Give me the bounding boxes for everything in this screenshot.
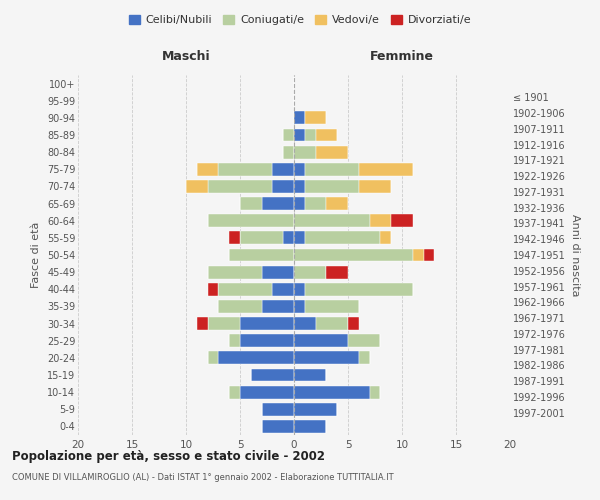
- Bar: [294, 266, 326, 278]
- Bar: [229, 334, 240, 347]
- Bar: [316, 128, 337, 141]
- Bar: [229, 248, 294, 262]
- Bar: [218, 352, 294, 364]
- Bar: [294, 403, 337, 415]
- Bar: [305, 128, 316, 141]
- Bar: [294, 248, 413, 262]
- Bar: [208, 180, 272, 193]
- Bar: [272, 283, 294, 296]
- Bar: [305, 300, 359, 313]
- Bar: [294, 368, 326, 382]
- Bar: [370, 214, 391, 227]
- Bar: [272, 163, 294, 175]
- Bar: [348, 334, 380, 347]
- Bar: [359, 180, 391, 193]
- Bar: [305, 112, 326, 124]
- Bar: [262, 403, 294, 415]
- Bar: [262, 420, 294, 433]
- Bar: [218, 163, 272, 175]
- Bar: [294, 128, 305, 141]
- Bar: [316, 146, 348, 158]
- Bar: [272, 180, 294, 193]
- Bar: [283, 146, 294, 158]
- Bar: [262, 197, 294, 210]
- Y-axis label: Anni di nascita: Anni di nascita: [569, 214, 580, 296]
- Bar: [208, 317, 240, 330]
- Bar: [283, 128, 294, 141]
- Bar: [294, 420, 326, 433]
- Bar: [229, 232, 240, 244]
- Bar: [294, 146, 316, 158]
- Bar: [208, 214, 294, 227]
- Bar: [262, 266, 294, 278]
- Bar: [294, 180, 305, 193]
- Y-axis label: Fasce di età: Fasce di età: [31, 222, 41, 288]
- Bar: [197, 317, 208, 330]
- Bar: [294, 334, 348, 347]
- Bar: [294, 283, 305, 296]
- Bar: [240, 317, 294, 330]
- Bar: [208, 266, 262, 278]
- Bar: [380, 232, 391, 244]
- Bar: [305, 163, 359, 175]
- Legend: Celibi/Nubili, Coniugati/e, Vedovi/e, Divorziati/e: Celibi/Nubili, Coniugati/e, Vedovi/e, Di…: [124, 10, 476, 30]
- Text: Femmine: Femmine: [370, 50, 434, 62]
- Bar: [229, 386, 240, 398]
- Bar: [262, 300, 294, 313]
- Bar: [283, 232, 294, 244]
- Bar: [294, 214, 370, 227]
- Bar: [218, 283, 272, 296]
- Bar: [294, 386, 370, 398]
- Bar: [240, 334, 294, 347]
- Bar: [208, 283, 218, 296]
- Bar: [294, 300, 305, 313]
- Bar: [359, 352, 370, 364]
- Bar: [326, 197, 348, 210]
- Bar: [326, 266, 348, 278]
- Bar: [305, 283, 413, 296]
- Bar: [294, 197, 305, 210]
- Bar: [186, 180, 208, 193]
- Bar: [251, 368, 294, 382]
- Bar: [294, 112, 305, 124]
- Bar: [424, 248, 434, 262]
- Bar: [208, 352, 218, 364]
- Bar: [240, 232, 283, 244]
- Bar: [197, 163, 218, 175]
- Text: Popolazione per età, sesso e stato civile - 2002: Popolazione per età, sesso e stato civil…: [12, 450, 325, 463]
- Bar: [391, 214, 413, 227]
- Bar: [305, 232, 380, 244]
- Text: COMUNE DI VILLAMIROGLIO (AL) - Dati ISTAT 1° gennaio 2002 - Elaborazione TUTTITA: COMUNE DI VILLAMIROGLIO (AL) - Dati ISTA…: [12, 472, 394, 482]
- Bar: [305, 197, 326, 210]
- Bar: [240, 386, 294, 398]
- Bar: [294, 163, 305, 175]
- Bar: [370, 386, 380, 398]
- Bar: [240, 197, 262, 210]
- Bar: [305, 180, 359, 193]
- Bar: [316, 317, 348, 330]
- Bar: [294, 232, 305, 244]
- Bar: [218, 300, 262, 313]
- Bar: [348, 317, 359, 330]
- Text: Maschi: Maschi: [161, 50, 211, 62]
- Bar: [413, 248, 424, 262]
- Bar: [294, 352, 359, 364]
- Bar: [359, 163, 413, 175]
- Bar: [294, 317, 316, 330]
